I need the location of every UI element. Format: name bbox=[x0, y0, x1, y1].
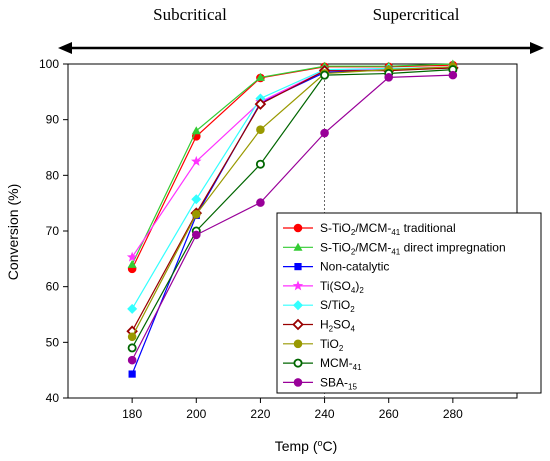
y-tick-label-40: 40 bbox=[46, 391, 60, 405]
x-tick-label-280: 280 bbox=[443, 407, 463, 421]
data-point-7-2 bbox=[255, 159, 265, 169]
legend-label: H2SO4 bbox=[320, 318, 355, 334]
x-tick-label-200: 200 bbox=[186, 407, 206, 421]
data-point-6-0 bbox=[127, 332, 137, 342]
legend-marker bbox=[293, 242, 303, 251]
data-point-8-3 bbox=[320, 128, 329, 138]
legend-marker bbox=[293, 223, 303, 233]
legend-marker bbox=[294, 263, 302, 271]
legend-box bbox=[276, 212, 542, 394]
data-point-7-0 bbox=[127, 343, 137, 353]
x-tick-label-260: 260 bbox=[379, 407, 399, 421]
x-tick-label-180: 180 bbox=[122, 407, 142, 421]
data-point-4-0 bbox=[127, 303, 138, 314]
legend-label: TiO2 bbox=[320, 337, 344, 353]
axis-ticks: 180 200 220 240 260 280 40 50 60 70 80 90 100 bbox=[39, 57, 463, 421]
legend-label: S/TiO2 bbox=[320, 298, 355, 314]
data-point-6-2 bbox=[256, 125, 265, 134]
series-line-8 bbox=[131, 74, 453, 361]
series-line-4 bbox=[131, 66, 453, 310]
data-point-8-1 bbox=[191, 230, 201, 240]
y-tick-label-50: 50 bbox=[46, 335, 60, 349]
legend-item-6: TiO2 bbox=[283, 337, 344, 353]
legend-item-4: S/TiO2 bbox=[283, 298, 355, 314]
data-point-4-1 bbox=[191, 194, 202, 205]
y-tick-label-90: 90 bbox=[46, 113, 60, 127]
data-point-1-2 bbox=[255, 72, 265, 81]
series-layer bbox=[126, 59, 459, 378]
series-line-5 bbox=[131, 67, 453, 332]
legend-label: SBA-15 bbox=[320, 375, 357, 391]
legend: S-TiO2/MCM-41 traditional S-TiO2/MCM-41 d… bbox=[283, 221, 506, 391]
data-point-7-3 bbox=[320, 70, 330, 80]
legend-label: Ti(SO4)2 bbox=[320, 279, 364, 295]
legend-item-0: S-TiO2/MCM-41 traditional bbox=[283, 221, 456, 237]
data-point-8-0 bbox=[127, 355, 137, 365]
legend-marker bbox=[293, 300, 303, 311]
data-point-8-2 bbox=[256, 198, 265, 207]
x-tick-label-220: 220 bbox=[250, 407, 270, 421]
series-8 bbox=[127, 70, 458, 365]
legend-marker bbox=[292, 318, 304, 331]
data-point-8-4 bbox=[384, 73, 394, 82]
y-tick-label-70: 70 bbox=[46, 224, 60, 238]
x-tick-label-240: 240 bbox=[315, 407, 335, 421]
y-tick-label-100: 100 bbox=[39, 57, 59, 71]
legend-item-1: S-TiO2/MCM-41 direct impregnation bbox=[283, 240, 506, 256]
data-point-3-0 bbox=[126, 251, 138, 262]
series-line-6 bbox=[131, 66, 453, 338]
x-axis-title: Temp (oC) bbox=[275, 438, 338, 454]
data-point-1-0 bbox=[127, 259, 137, 268]
data-point-5-2 bbox=[254, 98, 267, 110]
supercritical-label: Supercritical bbox=[373, 5, 460, 24]
y-tick-label-60: 60 bbox=[46, 280, 60, 294]
series-line-1 bbox=[131, 63, 453, 265]
legend-marker bbox=[292, 280, 304, 291]
legend-label: S-TiO2/MCM-41 traditional bbox=[320, 221, 456, 237]
data-point-3-1 bbox=[191, 155, 202, 166]
legend-item-7: MCM-41 bbox=[283, 356, 362, 372]
legend-item-2: Non-catalytic bbox=[283, 260, 389, 274]
legend-item-8: SBA-15 bbox=[283, 375, 357, 391]
legend-label: Non-catalytic bbox=[320, 260, 389, 274]
series-line-7 bbox=[131, 69, 453, 349]
data-point-1-1 bbox=[191, 126, 201, 135]
legend-item-5: H2SO4 bbox=[283, 318, 355, 334]
legend-item-3: Ti(SO4)2 bbox=[283, 279, 364, 295]
data-point-6-1 bbox=[191, 210, 201, 219]
legend-marker bbox=[293, 339, 303, 349]
data-point-2-0 bbox=[128, 370, 136, 378]
legend-label: S-TiO2/MCM-41 direct impregnation bbox=[320, 240, 506, 256]
legend-marker bbox=[293, 378, 303, 387]
subcritical-label: Subcritical bbox=[153, 5, 227, 24]
y-tick-label-80: 80 bbox=[46, 168, 60, 182]
legend-label: MCM-41 bbox=[320, 356, 362, 372]
y-axis-title: Conversion (%) bbox=[5, 184, 21, 280]
legend-marker bbox=[293, 358, 303, 368]
double-arrow bbox=[58, 42, 544, 54]
data-point-8-5 bbox=[448, 70, 458, 80]
